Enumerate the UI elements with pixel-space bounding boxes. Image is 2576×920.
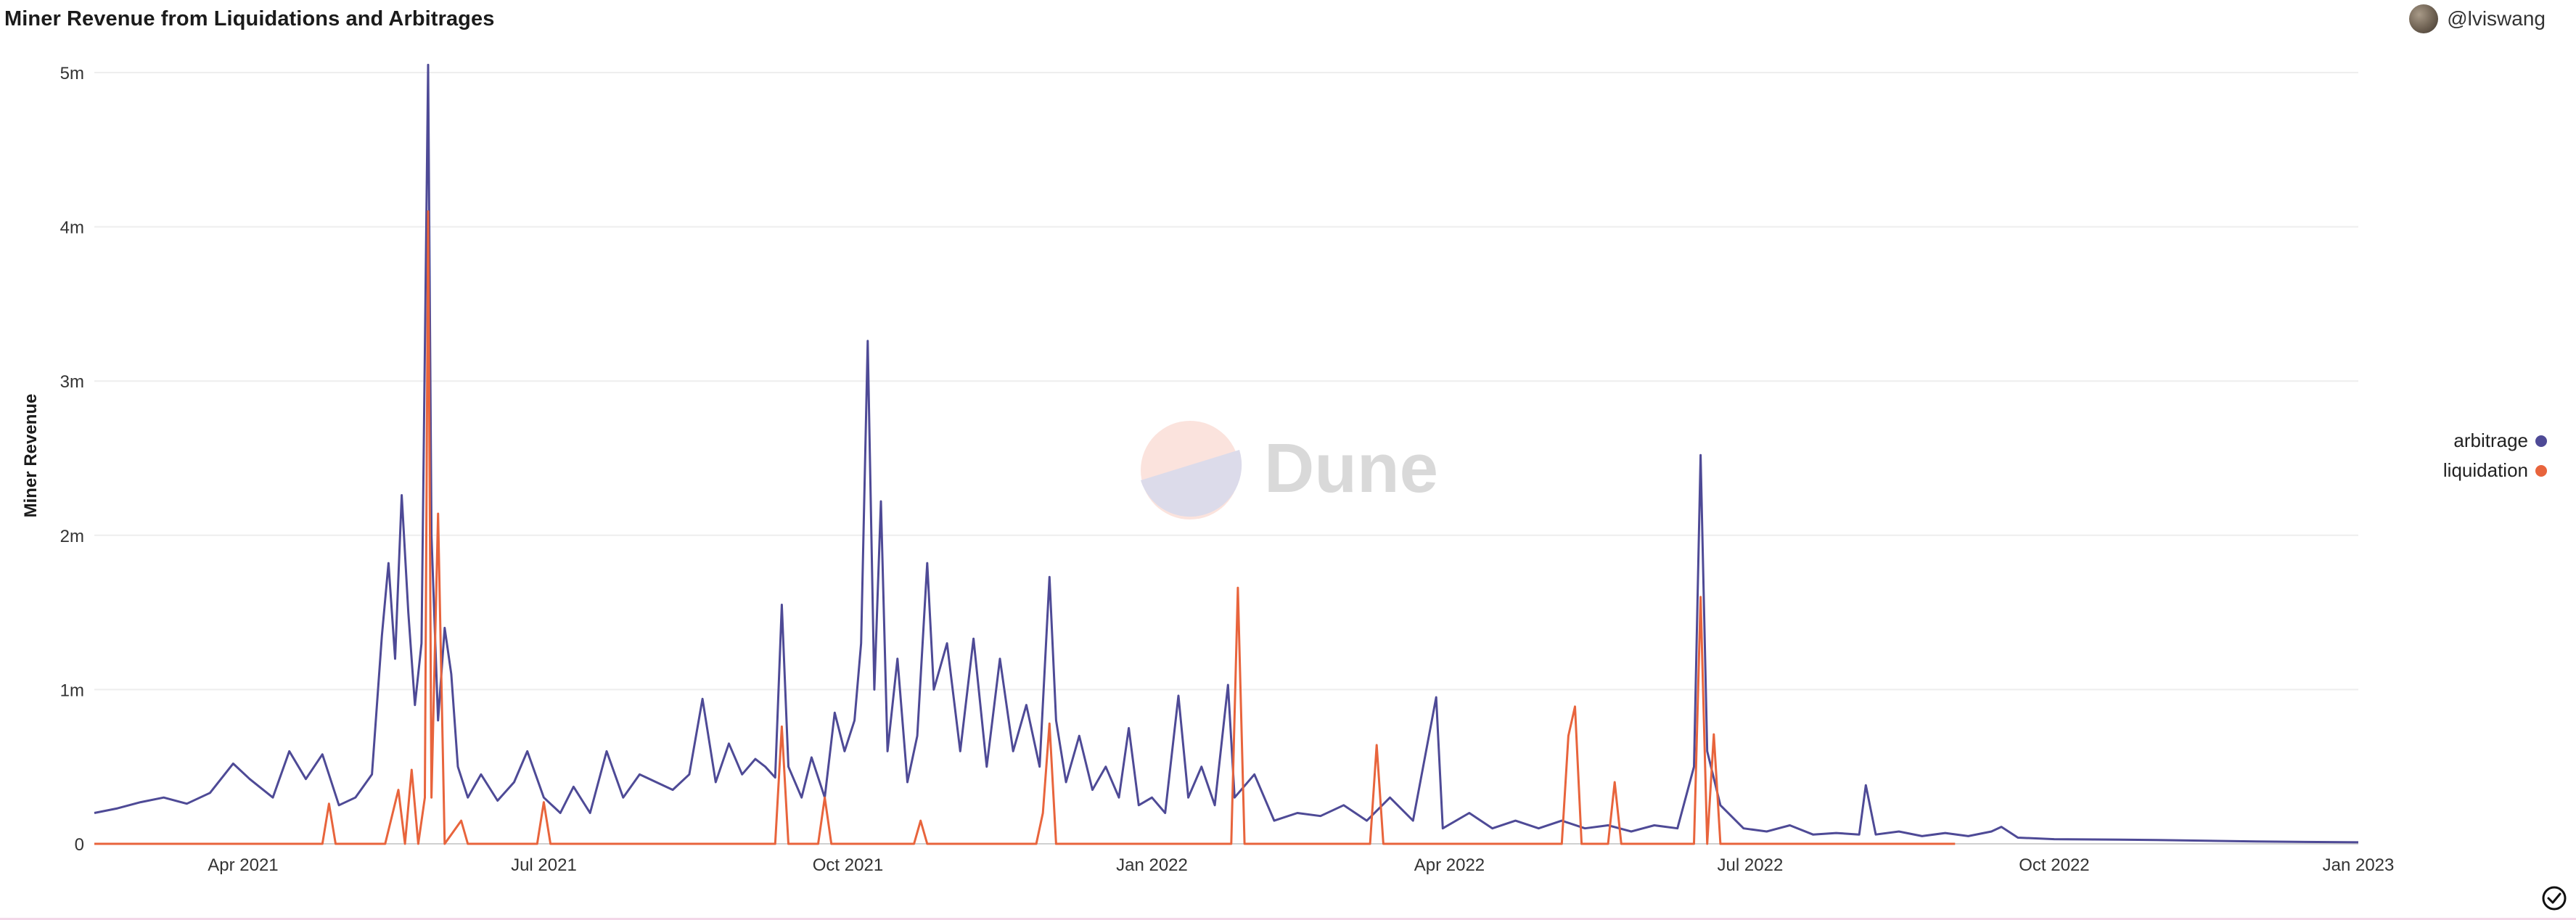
x-tick-label: Apr 2022: [1414, 855, 1485, 875]
author-name: @lviswang: [2447, 7, 2546, 30]
legend-item-arbitrage[interactable]: arbitrage: [2453, 430, 2547, 452]
chart-title: Miner Revenue from Liquidations and Arbi…: [4, 7, 495, 30]
x-tick-label: Jan 2022: [1116, 855, 1188, 875]
x-axis: Apr 2021 Jul 2021 Oct 2021 Jan 2022 Apr 2022…: [208, 855, 2394, 875]
plot-area: [94, 63, 2359, 845]
author-link[interactable]: @lviswang: [2409, 4, 2546, 33]
y-tick-label: 4m: [60, 218, 84, 238]
legend-item-liquidation[interactable]: liquidation: [2443, 459, 2547, 482]
legend-dot-arbitrage: [2535, 435, 2547, 447]
x-tick-label: Apr 2021: [208, 855, 278, 875]
legend-label-arbitrage: arbitrage: [2453, 430, 2528, 451]
series-line-arbitrage: [94, 63, 2359, 844]
check-circle-icon[interactable]: [2541, 885, 2567, 911]
x-tick-label: Oct 2022: [2019, 855, 2089, 875]
avatar: [2409, 4, 2439, 33]
dune-logo-shade: [1141, 450, 1242, 517]
y-tick-label: 3m: [60, 372, 84, 392]
y-axis: 0 1m 2m 3m 4m 5m: [60, 64, 84, 855]
y-tick-label: 1m: [60, 681, 84, 700]
x-tick-label: Jul 2021: [511, 855, 577, 875]
watermark-text: Dune: [1264, 430, 1438, 507]
x-tick-label: Jul 2022: [1718, 855, 1784, 875]
watermark: Dune: [1141, 421, 1438, 519]
x-tick-label: Jan 2023: [2323, 855, 2395, 875]
y-tick-label: 5m: [60, 64, 84, 83]
series-line-liquidation: [94, 210, 1956, 845]
x-tick-label: Oct 2021: [813, 855, 883, 875]
legend-dot-liquidation: [2535, 464, 2547, 477]
y-tick-label: 2m: [60, 527, 84, 546]
legend: arbitrage liquidation: [2443, 430, 2547, 482]
y-tick-label: 0: [75, 835, 84, 855]
bottom-border: [0, 918, 2576, 920]
legend-label-liquidation: liquidation: [2442, 459, 2528, 481]
